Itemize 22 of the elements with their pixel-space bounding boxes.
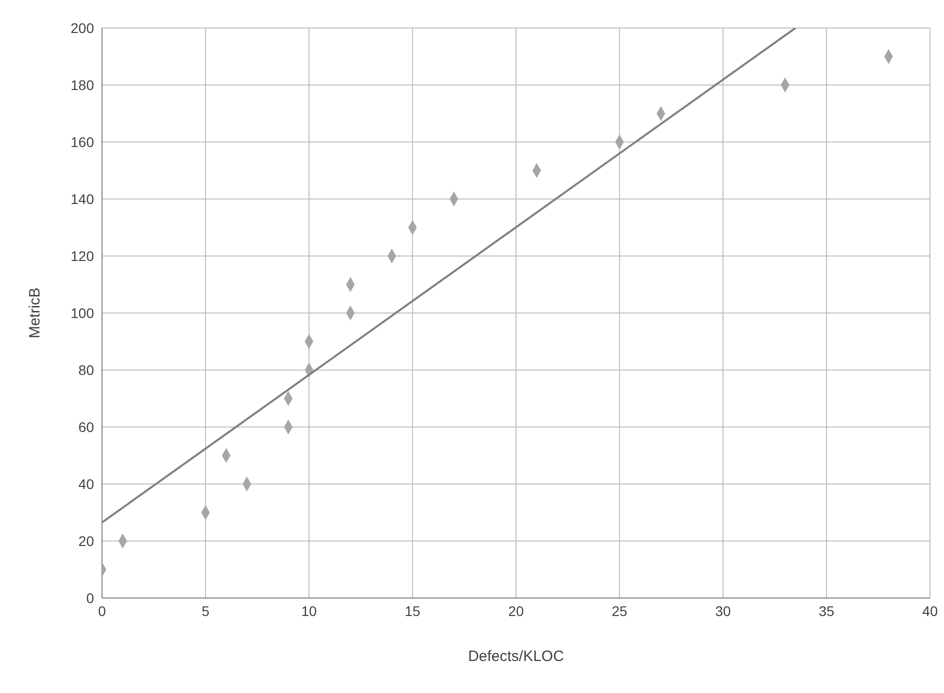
y-tick-label: 200 <box>70 20 94 36</box>
y-tick-label: 60 <box>78 418 94 435</box>
x-tick-label: 20 <box>508 602 524 619</box>
x-tick-label: 0 <box>98 602 106 619</box>
y-tick-label: 100 <box>70 304 94 321</box>
x-tick-label: 15 <box>404 602 420 619</box>
y-tick-label: 180 <box>70 76 94 93</box>
y-tick-label: 140 <box>70 190 94 207</box>
y-tick-label: 120 <box>70 248 94 264</box>
y-tick-label: 20 <box>78 532 94 549</box>
y-tick-label: 160 <box>70 134 94 150</box>
x-tick-label: 5 <box>202 602 210 619</box>
x-tick-label: 30 <box>715 602 731 619</box>
y-tick-label: 0 <box>86 590 94 606</box>
x-tick-label: 25 <box>612 602 628 619</box>
x-tick-label: 40 <box>922 602 938 619</box>
y-tick-label: 80 <box>78 362 94 378</box>
y-axis-title: MetricB <box>26 288 44 338</box>
x-tick-label: 35 <box>818 602 834 619</box>
x-axis-title: Defects/KLOC <box>468 648 564 665</box>
y-tick-label: 40 <box>78 476 94 492</box>
x-tick-label: 10 <box>301 602 317 619</box>
